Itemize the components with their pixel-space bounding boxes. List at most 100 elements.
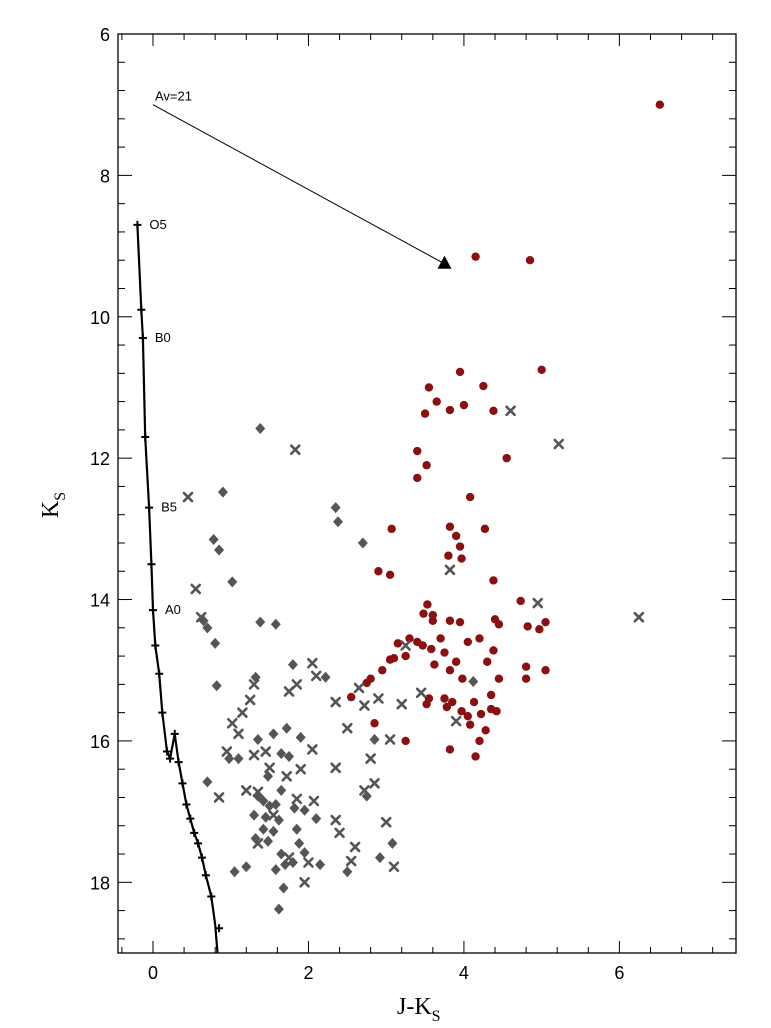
grey-diamond-point <box>294 837 305 849</box>
red-circle-point <box>370 719 379 728</box>
red-circle-point <box>483 657 492 666</box>
reddening-vector-line <box>152 104 445 265</box>
red-circle-point <box>523 622 532 631</box>
main-sequence-marker <box>145 503 154 512</box>
tick-labels: 0 2 4 6 6 8 10 12 14 16 18 <box>90 25 624 983</box>
grey-cross-point <box>380 816 392 828</box>
y-axis-title-main: K <box>38 500 64 518</box>
grey-diamond-point <box>315 859 326 871</box>
grey-diamond-point <box>287 659 298 671</box>
grey-diamond-point <box>295 731 306 743</box>
grey-diamond-point <box>311 813 322 825</box>
red-circle-point <box>489 576 498 585</box>
main-sequence-marker <box>178 779 187 788</box>
red-circle-point <box>451 531 461 541</box>
red-circle-point <box>374 567 383 576</box>
main-sequence-marker <box>170 729 179 738</box>
grey-diamond-point <box>276 748 287 760</box>
red-circle-point <box>401 651 410 661</box>
y-tick-label: 8 <box>100 166 110 186</box>
grey-diamond-point <box>217 486 228 498</box>
grey-cross-point <box>330 762 341 774</box>
grey-cross-point <box>369 778 380 789</box>
red-circle-point <box>378 666 387 675</box>
grey-diamond-point <box>299 804 310 816</box>
main-sequence: O5 B0 B5 A0 <box>133 217 224 954</box>
grey-diamond-point <box>289 802 300 814</box>
spectral-type-label: B5 <box>161 500 177 515</box>
main-sequence-marker <box>201 871 210 880</box>
reddening-vector: Av=21 <box>152 89 452 269</box>
grey-cross-point <box>334 827 345 839</box>
red-circle-point <box>440 648 449 657</box>
red-circle-point <box>486 690 496 700</box>
grey-diamond-point <box>270 864 281 876</box>
red-circle-point <box>465 492 475 502</box>
grey-diamond-point <box>468 676 479 688</box>
red-circle-point <box>455 617 465 627</box>
grey-diamond-point <box>342 866 353 878</box>
red-circle-point <box>469 697 479 707</box>
red-circle-point <box>405 634 414 643</box>
grey-cross-point <box>505 405 516 417</box>
main-sequence-marker <box>186 814 195 823</box>
main-sequence-marker <box>133 220 142 229</box>
y-tick-label: 10 <box>90 308 110 328</box>
grey-diamond-point <box>278 882 289 894</box>
grey-cross-point <box>384 734 396 745</box>
grey-diamond-point <box>233 753 244 765</box>
grey-diamond-point <box>260 811 271 823</box>
main-sequence-marker <box>194 839 203 848</box>
grey-cross-point <box>353 682 365 694</box>
grey-cross-point <box>248 749 260 761</box>
grey-cross-point <box>330 814 341 826</box>
x-axis-title-main: J-K <box>397 994 432 1020</box>
red-circle-point <box>436 634 445 643</box>
red-circle-point <box>471 752 480 761</box>
grey-diamond-point <box>202 622 213 634</box>
grey-diamond-point <box>276 848 287 860</box>
grey-cross-point <box>330 696 341 708</box>
red-circle-point <box>448 697 457 707</box>
red-circle-point <box>525 256 535 265</box>
red-circle-point <box>458 674 467 683</box>
grey-diamond-point <box>320 671 331 683</box>
main-sequence-marker <box>148 606 157 615</box>
red-circle-point <box>445 666 455 675</box>
red-circle-point <box>424 383 434 392</box>
y-tick-label: 12 <box>90 449 110 469</box>
grey-diamond-point <box>250 671 261 683</box>
grey-diamond-point <box>291 823 302 835</box>
spectral-type-label: O5 <box>149 217 166 232</box>
grey-diamond-point <box>330 502 341 514</box>
grey-cross-point <box>295 763 306 775</box>
red-circle-point <box>457 554 466 563</box>
grey-cross-point <box>388 861 400 873</box>
grey-diamond-point <box>255 422 266 434</box>
grey-cross-point <box>415 687 427 699</box>
grey-cross-point <box>553 438 565 450</box>
red-circle-point <box>422 699 431 709</box>
red-circle-point <box>445 522 455 531</box>
red-circle-point <box>445 745 455 754</box>
red-circle-point <box>475 736 484 746</box>
red-circle-point <box>541 617 550 627</box>
red-circle-point <box>494 620 504 629</box>
grey-cross-point <box>233 728 244 740</box>
red-circle-point <box>463 637 473 647</box>
grey-diamond-point <box>270 799 281 811</box>
reddening-vector-label: Av=21 <box>155 89 192 104</box>
grey-cross-point <box>281 770 292 782</box>
grey-diamond-point <box>252 734 263 746</box>
red-circle-point <box>489 406 498 415</box>
grey-diamond-point <box>273 814 284 826</box>
red-circle-point <box>502 453 511 463</box>
grey-diamond-point <box>287 857 298 869</box>
grey-cross-point <box>532 597 544 609</box>
y-tick-label: 18 <box>90 873 110 893</box>
main-sequence-marker <box>197 853 206 862</box>
grey-cross-point <box>400 640 411 651</box>
grey-cross-point <box>283 686 295 697</box>
grey-cross-point <box>349 841 361 853</box>
